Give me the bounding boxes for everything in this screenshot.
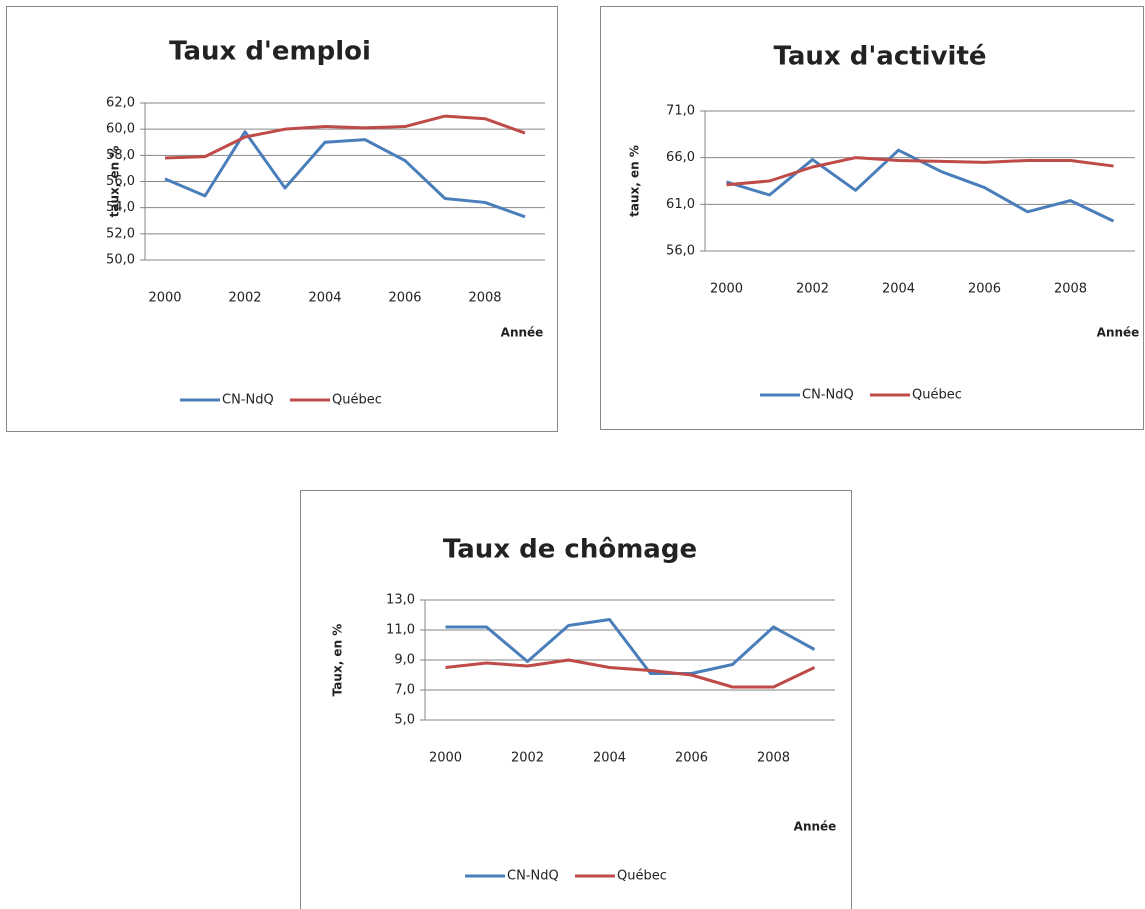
chart-frame	[6, 6, 558, 432]
x-axis-title: Année	[794, 820, 837, 834]
chart-title: Taux d'emploi	[169, 37, 371, 67]
y-tick-label: 58,0	[106, 148, 135, 163]
x-tick-label: 2004	[593, 751, 626, 766]
series-line	[164, 114, 526, 160]
y-tick-label: 9,0	[394, 653, 415, 668]
y-tick-label: 11,0	[386, 623, 415, 638]
legend-label: CN-NdQ	[507, 869, 559, 884]
x-tick-label: 2000	[710, 282, 743, 297]
series-line	[726, 156, 1114, 187]
y-tick-label: 71,0	[666, 104, 695, 119]
x-tick-label: 2002	[511, 751, 544, 766]
legend-label: CN-NdQ	[222, 393, 274, 408]
legend-label: Québec	[912, 388, 962, 403]
x-axis-title: Année	[1097, 326, 1140, 340]
x-tick-label: 2002	[796, 282, 829, 297]
y-tick-label: 7,0	[394, 683, 415, 698]
y-axis-title: taux, en %	[628, 145, 642, 217]
x-tick-label: 2008	[468, 291, 501, 306]
y-tick-label: 62,0	[106, 96, 135, 111]
x-tick-label: 2002	[228, 291, 261, 306]
x-tick-label: 2000	[429, 751, 462, 766]
y-axis-title: taux, en %	[108, 146, 122, 218]
chart-frame	[600, 6, 1144, 430]
x-tick-label: 2006	[968, 282, 1001, 297]
y-tick-label: 5,0	[394, 713, 415, 728]
x-tick-label: 2006	[675, 751, 708, 766]
chart-title: Taux d'activité	[773, 42, 986, 72]
x-tick-label: 2008	[1054, 282, 1087, 297]
y-tick-label: 56,0	[666, 244, 695, 259]
y-tick-label: 54,0	[106, 200, 135, 215]
y-tick-label: 60,0	[106, 122, 135, 137]
x-tick-label: 2004	[882, 282, 915, 297]
chart-frame	[300, 490, 852, 909]
x-axis-title: Année	[501, 326, 544, 340]
legend-label: Québec	[332, 393, 382, 408]
series-line	[164, 130, 526, 219]
series-line	[445, 658, 816, 689]
y-tick-label: 13,0	[386, 593, 415, 608]
x-tick-label: 2004	[308, 291, 341, 306]
chart-title: Taux de chômage	[443, 535, 697, 565]
y-tick-label: 66,0	[666, 150, 695, 165]
y-tick-label: 56,0	[106, 174, 135, 189]
y-tick-label: 50,0	[106, 253, 135, 268]
y-axis-title: Taux, en %	[331, 624, 345, 697]
series-line	[445, 618, 816, 675]
y-tick-label: 61,0	[666, 197, 695, 212]
x-tick-label: 2006	[388, 291, 421, 306]
legend-label: Québec	[617, 869, 667, 884]
x-tick-label: 2008	[757, 751, 790, 766]
legend-label: CN-NdQ	[802, 388, 854, 403]
x-tick-label: 2000	[148, 291, 181, 306]
y-tick-label: 52,0	[106, 226, 135, 241]
